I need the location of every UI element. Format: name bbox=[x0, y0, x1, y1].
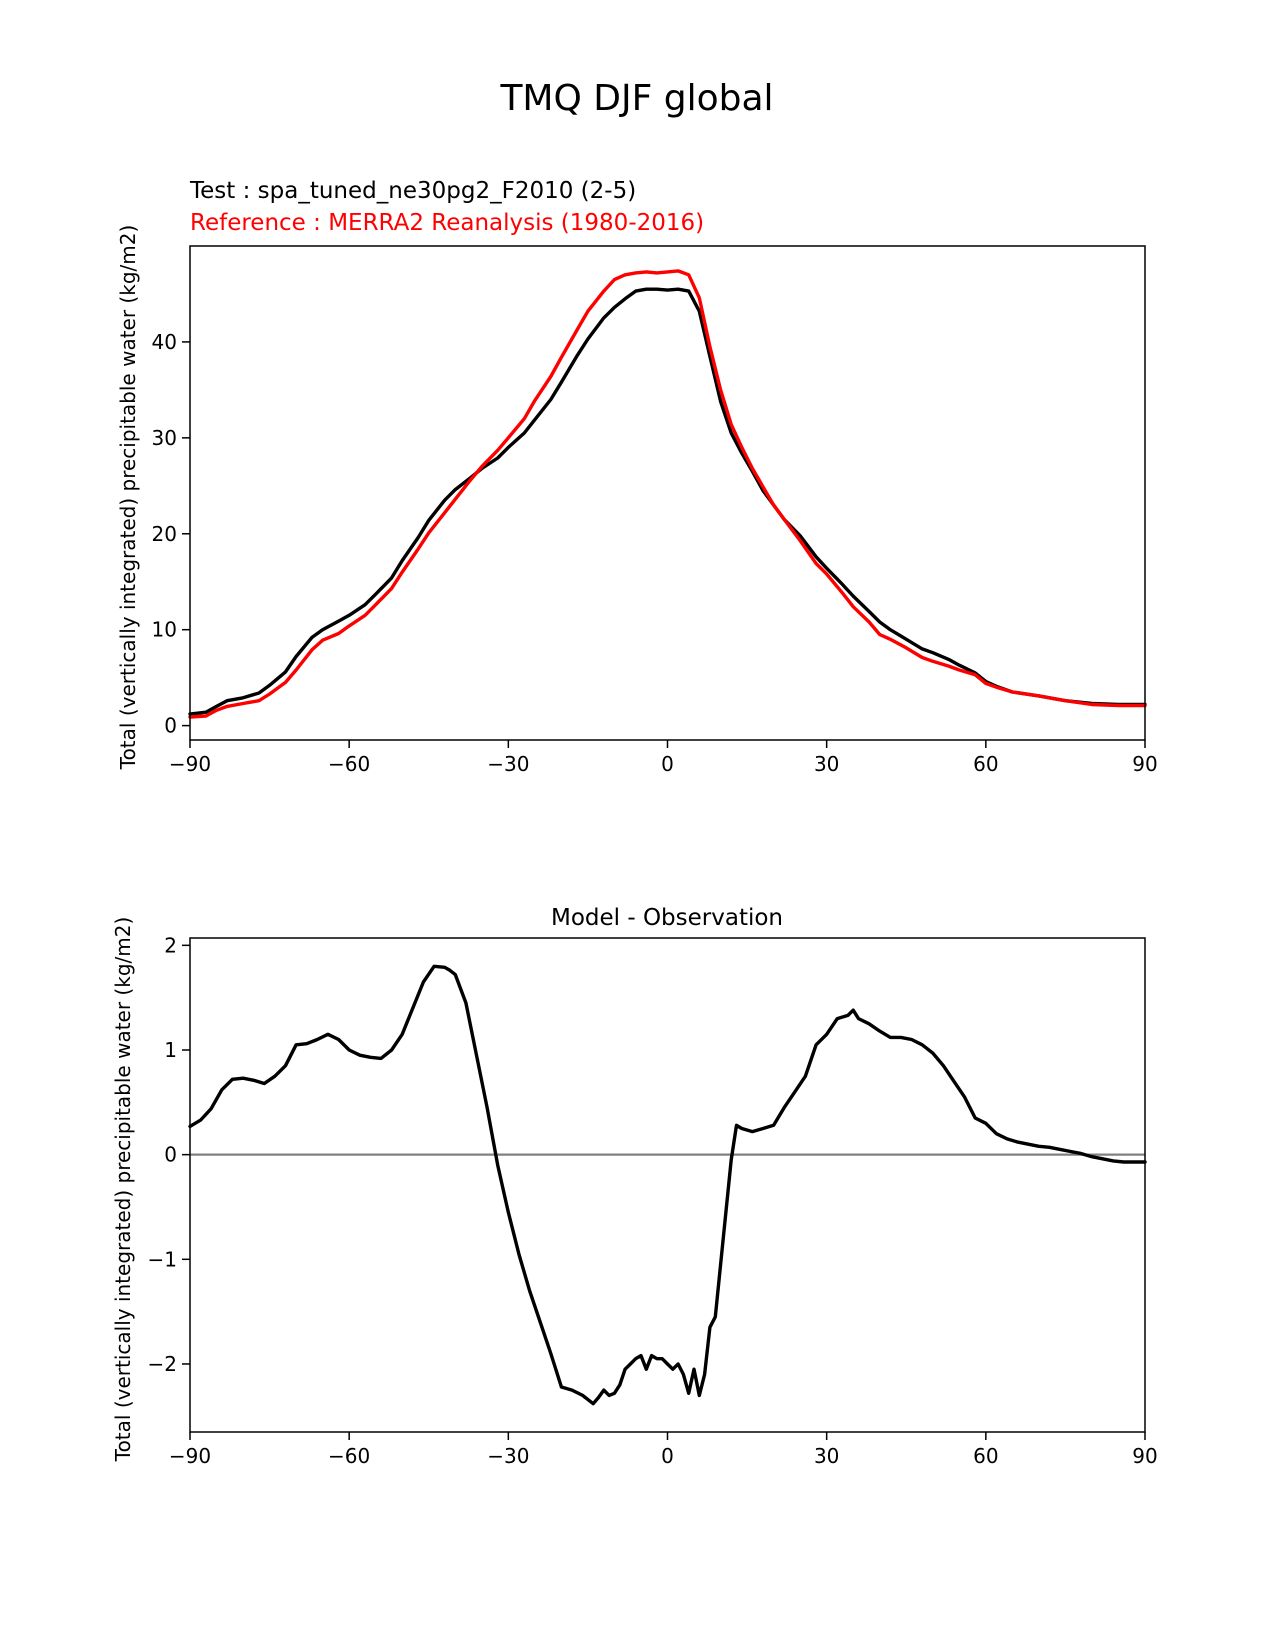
bottom-y-tick-label: −1 bbox=[148, 1247, 177, 1271]
top-y-tick-label: 30 bbox=[152, 426, 177, 450]
bottom-y-tick-label: −2 bbox=[148, 1352, 177, 1376]
bottom-y-axis-label: Total (vertically integrated) precipitab… bbox=[111, 917, 135, 1463]
bottom-difference-series-line bbox=[188, 964, 1147, 1406]
bottom-plot-frame bbox=[189, 937, 1146, 1433]
top-panel: Test : spa_tuned_ne30pg2_F2010 (2-5) Ref… bbox=[116, 178, 1158, 776]
top-y-tick-label: 0 bbox=[164, 714, 177, 738]
top-y-tick-label: 40 bbox=[152, 330, 177, 354]
top-reference-series-line bbox=[188, 269, 1147, 719]
reference-title: Reference : MERRA2 Reanalysis (1980-2016… bbox=[190, 210, 704, 236]
test-title: Test : spa_tuned_ne30pg2_F2010 (2-5) bbox=[189, 178, 636, 204]
bottom-y-tick-label: 0 bbox=[164, 1143, 177, 1167]
bottom-x-tick-label: 30 bbox=[814, 1444, 839, 1468]
bottom-x-tick-label: −30 bbox=[487, 1444, 529, 1468]
top-series-layer bbox=[188, 269, 1147, 719]
top-x-tick-label: 60 bbox=[973, 752, 998, 776]
bottom-title: Model - Observation bbox=[551, 905, 783, 931]
top-x-tick-label: −60 bbox=[328, 752, 370, 776]
bottom-panel: Model - Observation Total (vertically in… bbox=[111, 905, 1158, 1468]
top-tick-layer: −90 −60 −30 0 30 60 90 0 10 20 30 40 bbox=[152, 330, 1158, 776]
top-test-series-line bbox=[188, 287, 1147, 716]
top-x-tick-label: −90 bbox=[169, 752, 211, 776]
bottom-x-tick-label: −60 bbox=[328, 1444, 370, 1468]
top-x-tick-label: 0 bbox=[661, 752, 674, 776]
bottom-x-tick-label: 0 bbox=[661, 1444, 674, 1468]
bottom-y-tick-label: 1 bbox=[164, 1038, 177, 1062]
bottom-x-tick-label: 60 bbox=[973, 1444, 998, 1468]
bottom-tick-layer: −90 −60 −30 0 30 60 90 2 1 0 −1 −2 bbox=[148, 933, 1158, 1468]
top-y-tick-label: 20 bbox=[152, 522, 177, 546]
top-x-tick-label: −30 bbox=[487, 752, 529, 776]
top-plot-frame bbox=[189, 245, 1146, 741]
top-y-tick-label: 10 bbox=[152, 618, 177, 642]
top-x-tick-label: 30 bbox=[814, 752, 839, 776]
bottom-y-tick-label: 2 bbox=[164, 933, 177, 957]
top-x-tick-label: 90 bbox=[1132, 752, 1157, 776]
bottom-series-layer bbox=[188, 964, 1147, 1406]
bottom-x-tick-label: −90 bbox=[169, 1444, 211, 1468]
top-y-axis-label: Total (vertically integrated) precipitab… bbox=[116, 225, 140, 771]
figure-title: TMQ DJF global bbox=[499, 78, 773, 119]
bottom-x-tick-label: 90 bbox=[1132, 1444, 1157, 1468]
